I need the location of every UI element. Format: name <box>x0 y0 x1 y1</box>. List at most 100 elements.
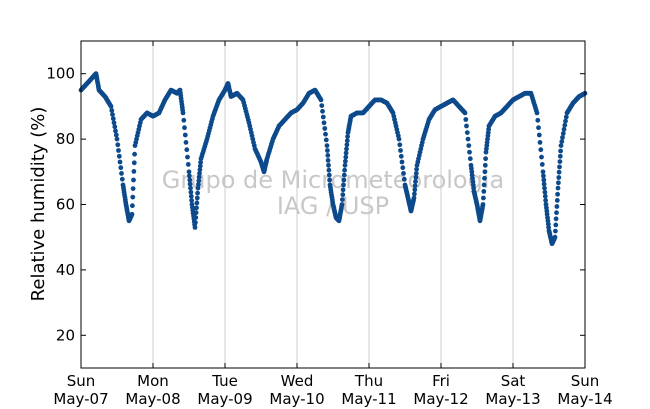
data-point <box>195 190 201 196</box>
data-point <box>467 156 473 162</box>
data-point <box>537 140 543 145</box>
data-point <box>466 143 472 149</box>
data-point <box>111 120 117 126</box>
x-tick-label-day: Mon <box>137 372 169 390</box>
data-point <box>189 198 195 203</box>
data-point <box>196 182 201 187</box>
data-point <box>197 171 202 176</box>
data-point <box>463 117 469 122</box>
data-point <box>193 210 199 216</box>
data-point <box>132 151 138 157</box>
data-point <box>541 177 547 183</box>
data-point <box>467 149 472 155</box>
data-point <box>558 143 564 149</box>
x-tick-label-day: Wed <box>281 372 314 390</box>
data-point <box>196 178 202 184</box>
data-point <box>183 140 189 145</box>
data-point <box>535 117 541 123</box>
data-point <box>344 146 349 152</box>
data-point <box>187 173 192 179</box>
data-point <box>116 153 122 159</box>
data-point <box>536 125 541 131</box>
data-point <box>556 175 562 180</box>
data-point <box>116 148 121 153</box>
y-tick-label: 40 <box>56 261 75 279</box>
data-point <box>542 193 548 199</box>
data-point <box>113 128 118 134</box>
data-point <box>320 114 326 120</box>
data-point <box>188 193 194 199</box>
x-tick-label-day: Sat <box>501 372 526 390</box>
data-point <box>341 182 346 188</box>
data-point <box>560 131 566 136</box>
data-point <box>187 177 193 183</box>
data-point <box>413 171 419 176</box>
x-tick-label-day: Fri <box>432 372 450 390</box>
x-tick-label-day: Sun <box>67 372 96 390</box>
data-point <box>198 160 204 165</box>
y-tick-label: 80 <box>56 130 75 148</box>
data-point <box>340 187 346 193</box>
data-point <box>398 153 404 159</box>
data-point <box>195 185 201 191</box>
data-point <box>130 194 136 200</box>
data-point <box>192 225 198 230</box>
data-point <box>482 162 488 168</box>
data-point <box>396 136 402 142</box>
data-point <box>534 110 540 116</box>
data-points <box>78 71 588 247</box>
data-point <box>109 108 115 113</box>
x-tick-label-date: May-13 <box>485 390 540 408</box>
y-axis: 20 40 60 80 100 <box>46 65 585 344</box>
data-point <box>197 163 203 169</box>
data-point <box>462 110 468 116</box>
data-point <box>323 137 329 143</box>
data-point <box>553 222 559 228</box>
x-axis: SunMay-07MonMay-08TueMay-09WedMay-10ThuM… <box>53 41 613 408</box>
data-point <box>343 154 349 160</box>
data-point <box>185 162 191 167</box>
data-point <box>413 179 418 185</box>
data-point <box>318 97 324 103</box>
data-point <box>345 134 350 140</box>
x-tick-label-day: Thu <box>354 372 383 390</box>
x-tick-label-day: Tue <box>211 372 238 390</box>
data-point <box>556 169 562 175</box>
data-point <box>181 117 187 123</box>
data-point <box>561 126 567 132</box>
data-point <box>465 136 471 142</box>
data-point <box>539 162 545 167</box>
data-point <box>560 135 565 140</box>
data-point <box>324 143 330 149</box>
data-point <box>554 198 560 203</box>
x-tick-label-date: May-11 <box>341 390 396 408</box>
data-point <box>321 120 327 126</box>
x-tick-label-date: May-09 <box>197 390 252 408</box>
data-point <box>180 110 186 116</box>
data-point <box>188 185 193 191</box>
data-point <box>557 153 563 159</box>
data-point <box>397 142 403 148</box>
data-point <box>113 132 119 138</box>
data-point <box>182 125 187 131</box>
data-point <box>411 195 417 201</box>
data-point <box>556 180 561 186</box>
data-point <box>557 159 563 165</box>
data-point <box>538 147 544 153</box>
data-point <box>131 169 137 174</box>
data-point <box>552 234 558 240</box>
data-point <box>323 131 328 137</box>
data-point <box>341 172 347 178</box>
data-point <box>344 138 350 144</box>
data-point <box>319 103 325 108</box>
data-point <box>112 124 118 130</box>
data-point <box>343 158 348 164</box>
data-point <box>412 191 417 197</box>
data-point <box>481 182 487 188</box>
data-point <box>326 172 332 178</box>
data-point <box>131 177 136 183</box>
data-point <box>483 156 488 162</box>
y-tick-label: 60 <box>56 196 75 214</box>
x-tick-label-date: May-07 <box>53 390 108 408</box>
data-point <box>480 202 486 207</box>
